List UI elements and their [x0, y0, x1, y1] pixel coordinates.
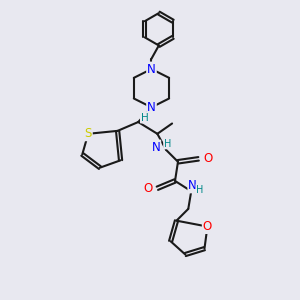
Text: O: O — [144, 182, 153, 195]
Text: N: N — [147, 101, 156, 114]
Text: O: O — [203, 152, 212, 165]
Text: N: N — [152, 141, 160, 154]
Text: H: H — [164, 139, 171, 148]
Text: H: H — [196, 185, 204, 195]
Text: O: O — [203, 220, 212, 233]
Text: N: N — [147, 62, 156, 76]
Text: H: H — [141, 112, 148, 123]
Text: S: S — [85, 127, 92, 140]
Text: N: N — [188, 179, 197, 192]
